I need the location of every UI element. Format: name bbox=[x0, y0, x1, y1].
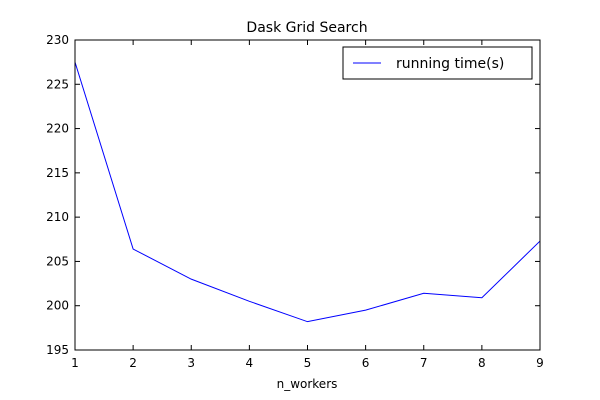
x-axis-label: n_workers bbox=[277, 377, 338, 391]
x-axis: 1 2 3 4 5 6 7 8 9 bbox=[71, 40, 544, 370]
series-layer bbox=[74, 61, 541, 323]
y-axis: 195 200 205 210 215 220 225 230 bbox=[46, 33, 540, 357]
y-tick-label: 230 bbox=[46, 33, 69, 47]
series-line bbox=[74, 61, 541, 323]
x-tick-label: 5 bbox=[304, 356, 312, 370]
y-tick-label: 220 bbox=[46, 122, 69, 136]
x-tick-label: 8 bbox=[478, 356, 486, 370]
legend-label: running time(s) bbox=[396, 56, 504, 72]
x-tick-label: 1 bbox=[71, 356, 79, 370]
legend: running time(s) bbox=[342, 46, 533, 80]
y-tick-label: 215 bbox=[46, 166, 69, 180]
x-tick-label: 7 bbox=[420, 356, 428, 370]
x-tick-label: 2 bbox=[129, 356, 137, 370]
y-tick-label: 200 bbox=[46, 299, 69, 313]
y-tick-label: 225 bbox=[46, 77, 69, 91]
x-tick-label: 9 bbox=[536, 356, 544, 370]
plot-frame bbox=[74, 39, 541, 351]
y-tick-label: 205 bbox=[46, 254, 69, 268]
y-tick-label: 210 bbox=[46, 210, 69, 224]
x-tick-label: 6 bbox=[362, 356, 370, 370]
chart-title: Dask Grid Search bbox=[246, 20, 367, 36]
x-tick-label: 4 bbox=[246, 356, 254, 370]
x-tick-label: 3 bbox=[187, 356, 195, 370]
y-tick-label: 195 bbox=[46, 343, 69, 357]
